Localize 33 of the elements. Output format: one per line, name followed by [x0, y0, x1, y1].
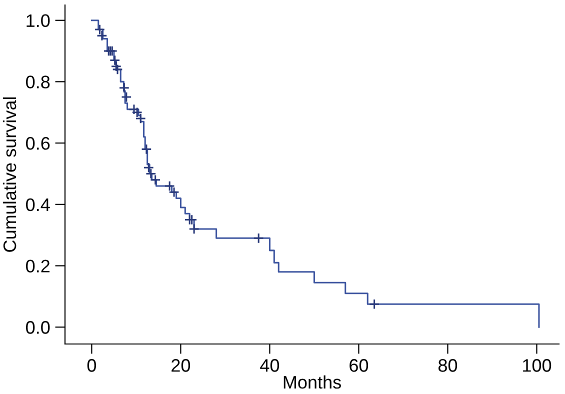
- x-tick-label: 20: [172, 359, 190, 372]
- point: [168, 186, 180, 198]
- point: [188, 224, 200, 234]
- x-tick-label: 60: [350, 359, 368, 372]
- x-tick-label: 80: [438, 359, 458, 372]
- point: [143, 162, 154, 174]
- point: [110, 60, 122, 72]
- y-tick-label: 0.0: [26, 321, 50, 334]
- point: [132, 106, 143, 118]
- x-axis-title: Months: [284, 375, 341, 389]
- point: [368, 298, 380, 310]
- y-tick-label: 0.4: [26, 198, 50, 212]
- point: [109, 54, 120, 66]
- y-tick-label: 0.2: [26, 260, 50, 272]
- point: [96, 30, 108, 42]
- point: [150, 174, 161, 186]
- point: [128, 104, 140, 115]
- x-tick-label: 100: [523, 359, 552, 372]
- y-axis-title: Cumulative survival: [2, 97, 16, 252]
- point: [135, 113, 146, 124]
- y-tick-label: 0.6: [26, 136, 50, 150]
- point: [145, 168, 156, 180]
- point: [141, 144, 152, 155]
- point: [94, 24, 106, 35]
- point: [253, 232, 264, 244]
- y-tick-label: 0.8: [26, 76, 50, 88]
- x-tick-label: 0: [87, 359, 96, 372]
- point: [120, 92, 132, 102]
- point: [164, 180, 176, 192]
- point: [118, 82, 130, 94]
- y-tick-label: 1.0: [26, 14, 50, 28]
- x-tick-label: 40: [260, 359, 280, 372]
- point: [112, 64, 123, 75]
